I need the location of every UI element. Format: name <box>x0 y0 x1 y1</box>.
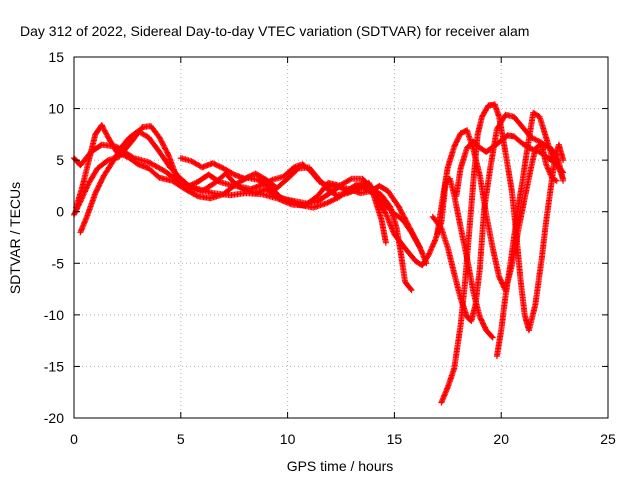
x-axis-label: GPS time / hours <box>287 458 394 474</box>
plot-frame <box>73 56 609 419</box>
x-tick-label: 20 <box>493 431 509 447</box>
x-tick-label: 25 <box>600 431 616 447</box>
y-tick-label: 0 <box>56 204 64 220</box>
y-tick-label: -15 <box>44 358 64 374</box>
x-tick-label: 15 <box>387 431 403 447</box>
grid-lines <box>74 57 608 418</box>
y-axis-label: SDTVAR / TECUs <box>7 182 23 294</box>
y-tick-label: 10 <box>48 101 64 117</box>
y-tick-label: 15 <box>48 49 64 65</box>
series-trace-9 <box>438 101 567 406</box>
chart-title: Day 312 of 2022, Sidereal Day-to-day VTE… <box>20 23 529 39</box>
y-tick-label: -5 <box>52 255 65 271</box>
x-tick-label: 0 <box>70 431 78 447</box>
y-axis-ticks: -20 -15 -10 -5 0 5 10 15 <box>44 49 608 426</box>
series-markers <box>493 109 567 360</box>
series-trace-10 <box>493 109 567 360</box>
data-series <box>71 101 567 406</box>
y-tick-label: -10 <box>44 307 64 323</box>
y-tick-label: -20 <box>44 410 64 426</box>
x-tick-label: 10 <box>280 431 296 447</box>
x-tick-label: 5 <box>177 431 185 447</box>
series-markers <box>438 101 567 406</box>
x-axis-ticks: 0 5 10 15 20 25 <box>70 57 616 447</box>
y-tick-label: 5 <box>56 152 64 168</box>
